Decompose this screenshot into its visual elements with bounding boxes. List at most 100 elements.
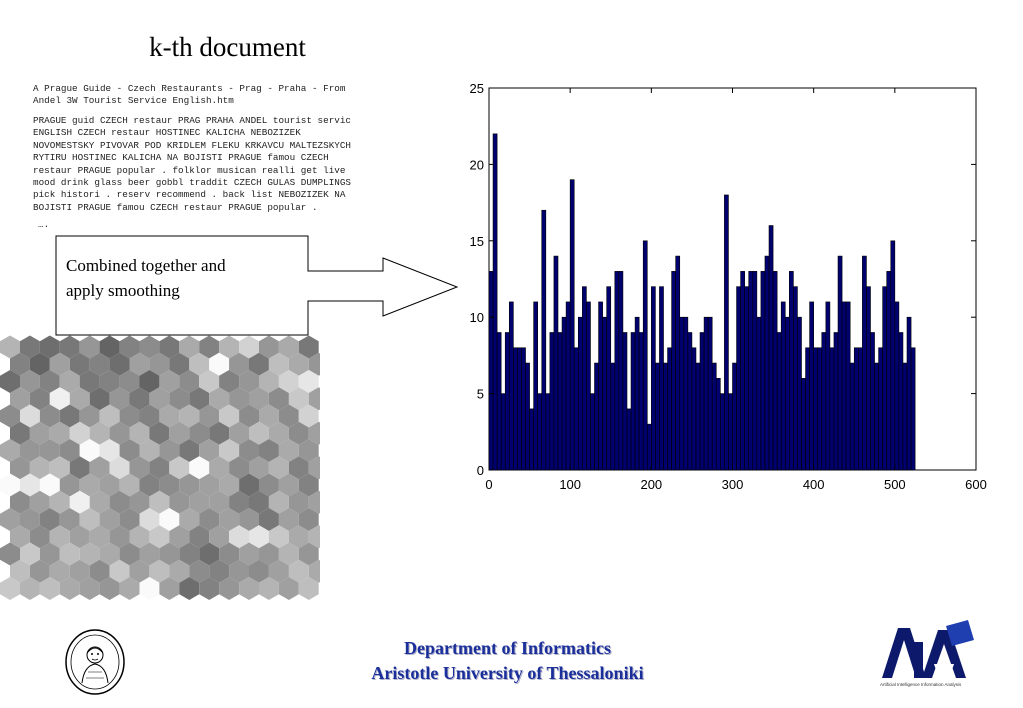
som-hex-cell bbox=[229, 559, 249, 583]
som-hex-cell bbox=[10, 421, 30, 445]
som-hex-cell bbox=[249, 525, 269, 549]
som-hex-cell bbox=[0, 508, 20, 531]
histogram-bar bbox=[870, 332, 875, 471]
histogram-bar bbox=[545, 393, 551, 471]
som-hex-cell bbox=[298, 577, 319, 600]
som-hex-cell bbox=[49, 490, 70, 514]
histogram-bar bbox=[768, 225, 774, 471]
som-hex-cell bbox=[159, 335, 180, 359]
som-hex-cell bbox=[139, 404, 160, 428]
som-hex-cell bbox=[59, 335, 80, 359]
som-hex-cell bbox=[179, 404, 200, 428]
histogram-bar bbox=[683, 316, 689, 471]
histogram-bar bbox=[732, 362, 737, 471]
som-hex-cell bbox=[69, 525, 90, 549]
som-hex-cell bbox=[119, 370, 140, 393]
som-hex-cell bbox=[189, 421, 210, 445]
aia-laboratory-logo bbox=[882, 620, 974, 678]
som-hex-cell bbox=[288, 352, 309, 376]
som-hex-cell bbox=[59, 370, 80, 393]
som-hex-cell bbox=[298, 439, 319, 462]
som-hex-cell bbox=[10, 559, 30, 583]
histogram-bar bbox=[841, 301, 847, 471]
som-hex-cell bbox=[129, 456, 150, 480]
som-hex-cell bbox=[0, 439, 20, 462]
chart-x-axis: 0 100 200 300 400 500 600 bbox=[485, 88, 987, 492]
som-hex-cell bbox=[179, 370, 200, 393]
som-hex-cell bbox=[79, 439, 100, 462]
som-hex-cell bbox=[259, 335, 279, 359]
histogram-bar bbox=[760, 271, 766, 471]
histogram-bar bbox=[878, 347, 883, 471]
som-hex-cell bbox=[89, 490, 110, 514]
som-hex-cell bbox=[199, 370, 220, 393]
som-hex-cell bbox=[268, 387, 289, 411]
som-hex-cell bbox=[29, 525, 50, 549]
histogram-bar bbox=[858, 347, 863, 471]
som-hex-cell bbox=[169, 490, 190, 514]
histogram-bar bbox=[874, 362, 879, 471]
som-hex-cell bbox=[169, 559, 190, 583]
histogram-bar bbox=[793, 286, 798, 471]
som-hex-cell bbox=[298, 335, 319, 359]
som-hex-cell bbox=[59, 473, 80, 497]
histogram-bar bbox=[651, 286, 656, 471]
histogram-bar bbox=[862, 255, 867, 471]
som-hex-cell bbox=[219, 542, 240, 566]
som-hex-cell bbox=[169, 525, 190, 549]
som-hex-cell bbox=[278, 335, 299, 359]
som-hex-cell bbox=[179, 439, 200, 462]
som-hex-cell bbox=[59, 439, 80, 462]
som-hex-cell bbox=[49, 456, 70, 480]
som-hex-cell bbox=[278, 473, 299, 497]
som-hex-cell bbox=[169, 387, 190, 411]
som-hex-cell bbox=[268, 525, 289, 549]
histogram-bar bbox=[829, 347, 835, 471]
som-hex-cell bbox=[229, 387, 249, 411]
y-tick-label: 15 bbox=[470, 234, 484, 249]
som-hex-cell bbox=[308, 525, 320, 549]
som-hex-cell bbox=[109, 490, 130, 514]
callout-arrow bbox=[55, 235, 459, 336]
histogram-bar bbox=[533, 301, 538, 471]
som-hex-cell bbox=[10, 352, 30, 376]
histogram-bar bbox=[492, 133, 498, 471]
som-hex-cell bbox=[0, 404, 20, 428]
som-hex-cell bbox=[159, 473, 180, 497]
som-hex-cell bbox=[119, 335, 140, 359]
som-hex-cell bbox=[229, 352, 249, 376]
som-hex-cell bbox=[29, 352, 50, 376]
histogram-bar bbox=[553, 255, 559, 471]
som-hex-cell bbox=[20, 439, 40, 462]
histogram-bar bbox=[853, 347, 859, 471]
chart-bars bbox=[488, 133, 916, 471]
som-hex-cell bbox=[179, 577, 200, 600]
som-hex-cell bbox=[10, 490, 30, 514]
som-hex-cell bbox=[209, 559, 230, 583]
som-hex-cell bbox=[129, 525, 150, 549]
histogram-bar bbox=[634, 316, 640, 471]
y-tick-label: 5 bbox=[477, 387, 484, 402]
som-hex-cell bbox=[298, 404, 319, 428]
histogram-bar bbox=[618, 271, 624, 471]
som-hex-cell bbox=[89, 421, 110, 445]
som-hex-cell bbox=[139, 439, 160, 462]
som-hex-cell bbox=[239, 577, 259, 600]
som-hex-cell bbox=[179, 335, 200, 359]
histogram-bar bbox=[598, 301, 603, 471]
som-hex-cell bbox=[189, 490, 210, 514]
histogram-bar bbox=[776, 332, 782, 471]
histogram-bar bbox=[565, 301, 571, 471]
som-hex-cell bbox=[268, 352, 289, 376]
y-tick-label: 25 bbox=[470, 81, 484, 96]
histogram-bar bbox=[805, 347, 810, 471]
som-hex-cell bbox=[29, 490, 50, 514]
histogram-bar bbox=[626, 408, 632, 471]
histogram-bar bbox=[488, 271, 494, 471]
som-hex-cell bbox=[79, 577, 100, 600]
som-hex-cell bbox=[39, 404, 60, 428]
som-hex-cell bbox=[239, 370, 259, 393]
histogram-bar bbox=[537, 393, 543, 471]
som-hex-cell bbox=[139, 335, 160, 359]
x-tick-label: 0 bbox=[485, 477, 492, 492]
